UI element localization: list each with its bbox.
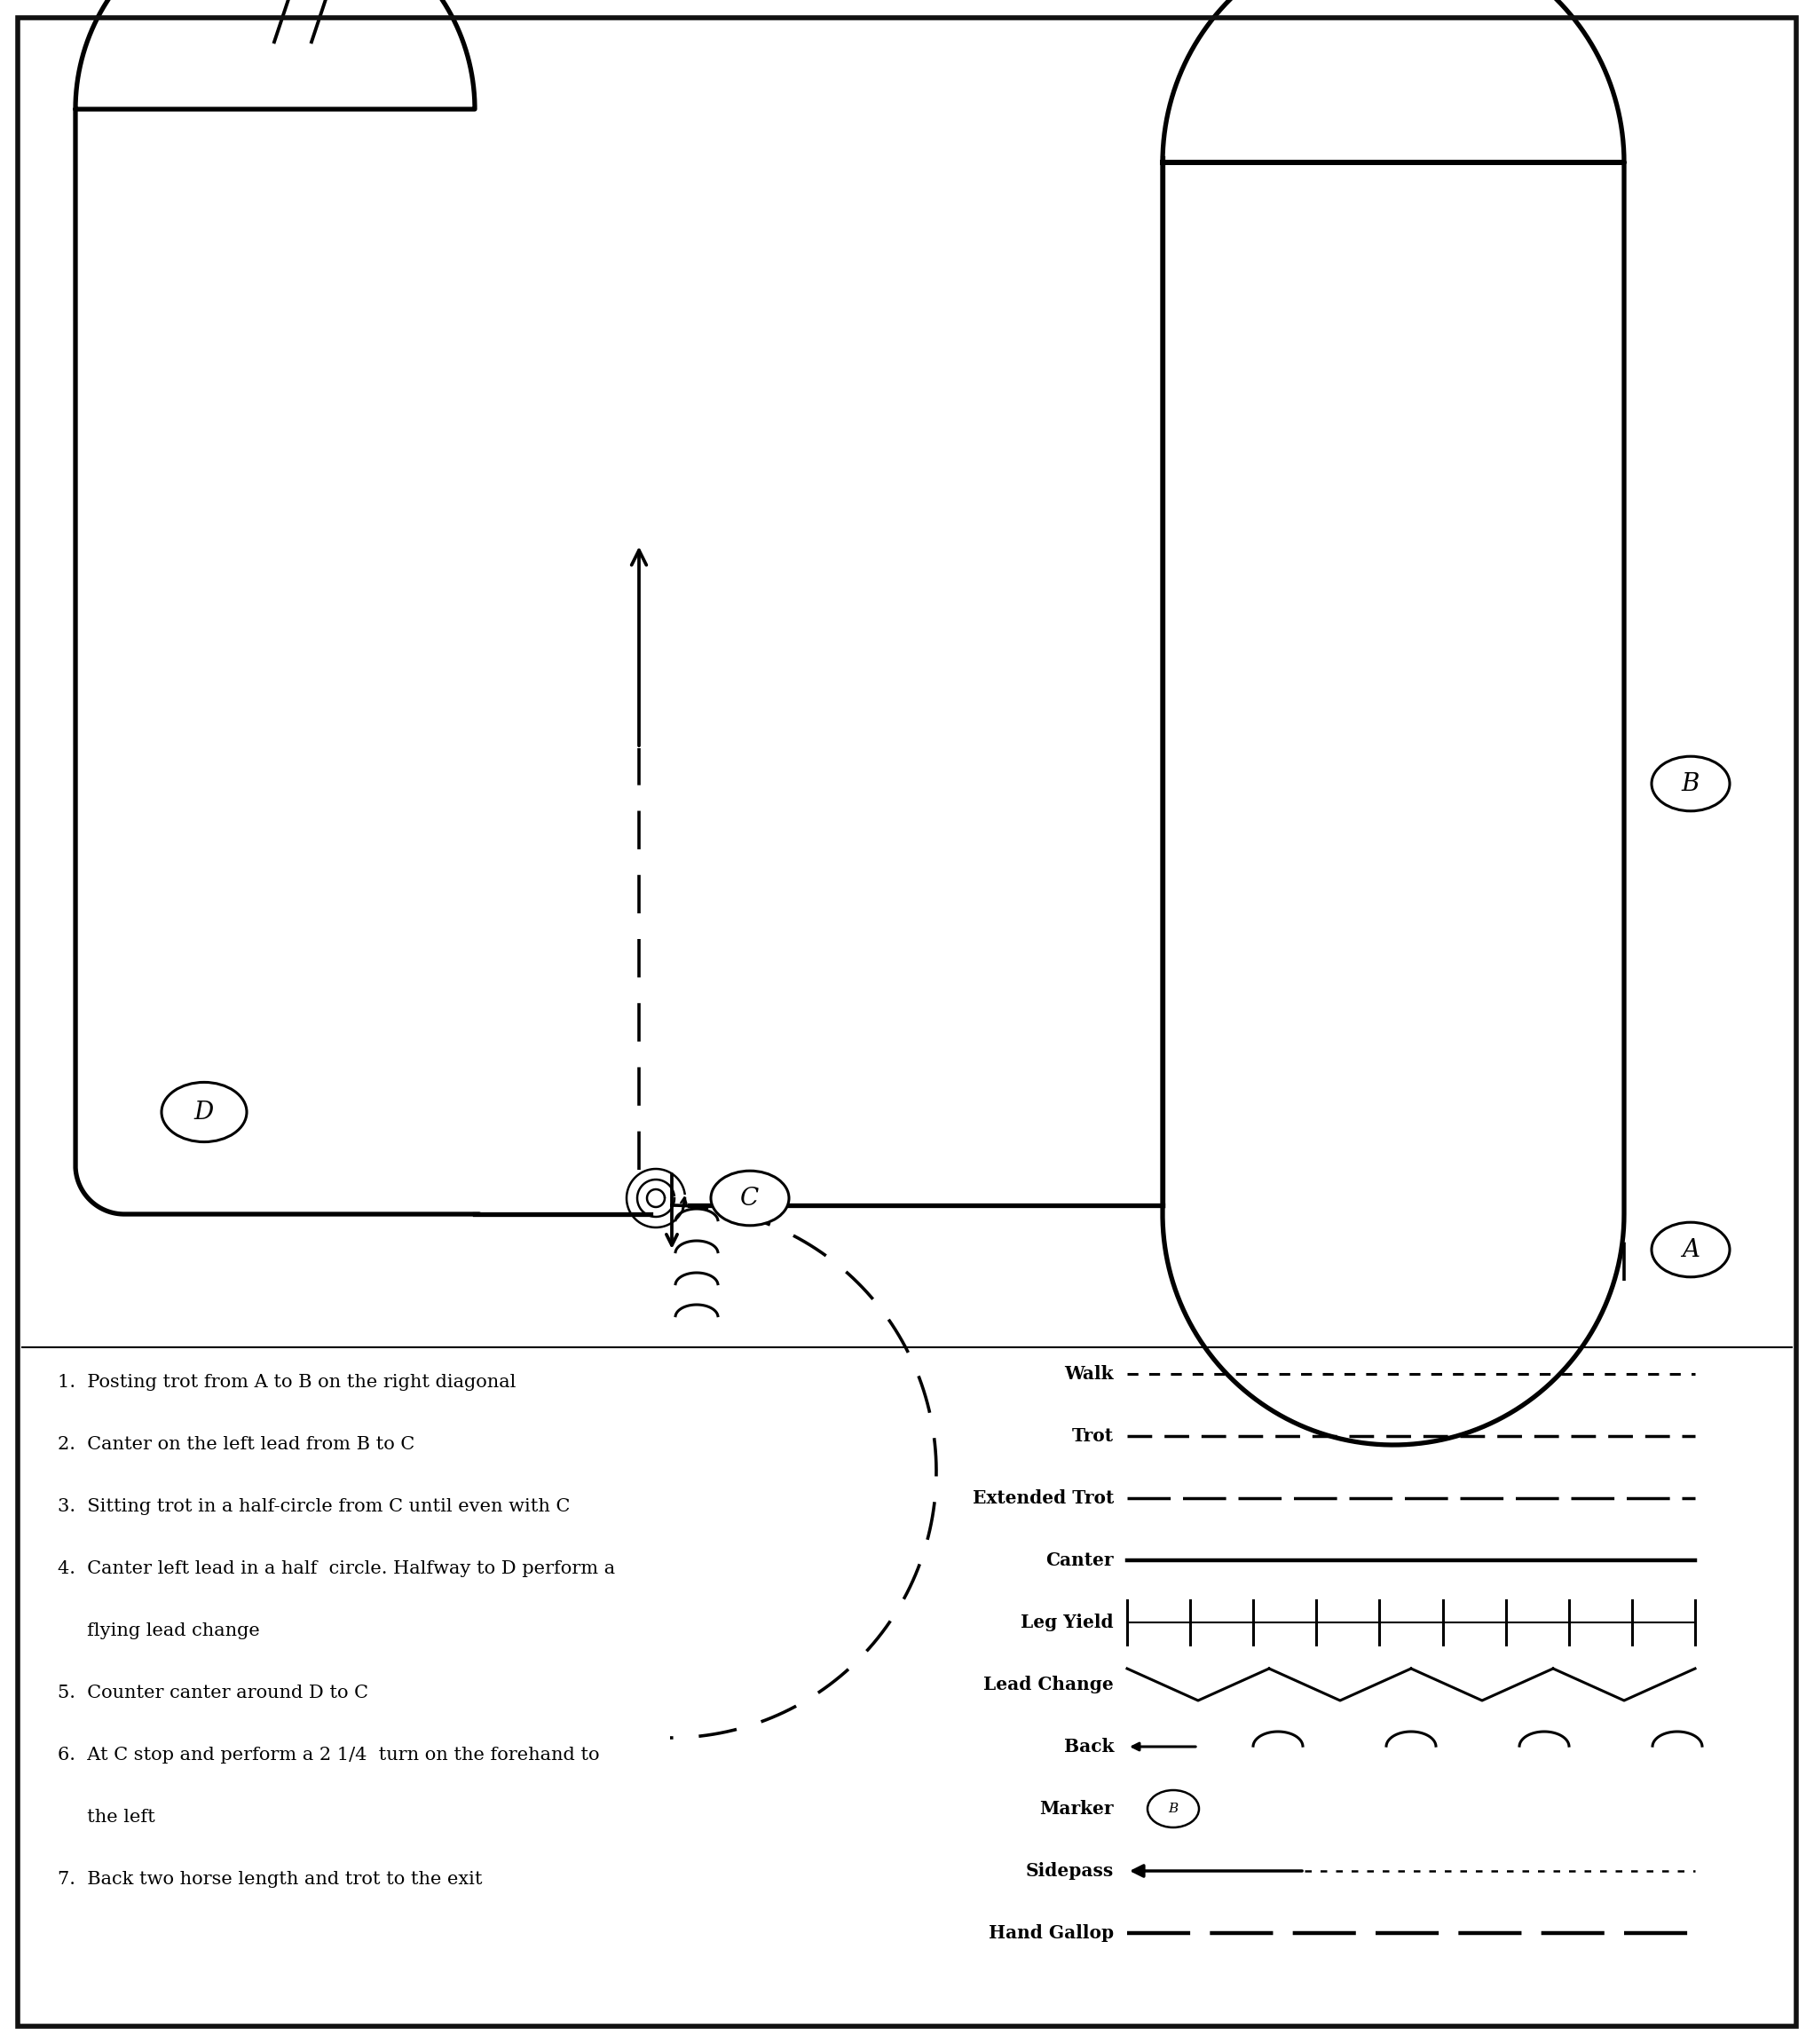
Text: B: B (1168, 1803, 1179, 1815)
Text: D: D (194, 1100, 214, 1124)
Text: Back: Back (1063, 1737, 1114, 1756)
Text: 5.  Counter canter around D to C: 5. Counter canter around D to C (58, 1684, 368, 1701)
Ellipse shape (711, 1171, 789, 1226)
Text: Marker: Marker (1039, 1801, 1114, 1817)
Text: B: B (1682, 773, 1700, 795)
Text: flying lead change: flying lead change (58, 1623, 259, 1639)
Text: Lead Change: Lead Change (983, 1676, 1114, 1692)
Text: 4.  Canter left lead in a half  circle. Halfway to D perform a: 4. Canter left lead in a half circle. Ha… (58, 1560, 615, 1578)
Ellipse shape (161, 1081, 247, 1143)
Text: 3.  Sitting trot in a half-circle from C until even with C: 3. Sitting trot in a half-circle from C … (58, 1498, 570, 1515)
Ellipse shape (1651, 756, 1731, 811)
Text: Canter: Canter (1047, 1551, 1114, 1570)
Text: Extended Trot: Extended Trot (972, 1490, 1114, 1506)
Text: Hand Gallop: Hand Gallop (989, 1923, 1114, 1942)
Text: the left: the left (58, 1809, 154, 1825)
Text: Sidepass: Sidepass (1025, 1862, 1114, 1880)
Ellipse shape (1148, 1791, 1199, 1827)
Text: 7.  Back two horse length and trot to the exit: 7. Back two horse length and trot to the… (58, 1870, 483, 1889)
Text: 1.  Posting trot from A to B on the right diagonal: 1. Posting trot from A to B on the right… (58, 1374, 515, 1390)
Ellipse shape (1651, 1222, 1731, 1278)
Text: Trot: Trot (1072, 1427, 1114, 1445)
Text: C: C (740, 1186, 760, 1210)
Text: Leg Yield: Leg Yield (1021, 1613, 1114, 1631)
Text: A: A (1682, 1239, 1700, 1261)
Text: Walk: Walk (1065, 1365, 1114, 1384)
Text: 6.  At C stop and perform a 2 1/4  turn on the forehand to: 6. At C stop and perform a 2 1/4 turn on… (58, 1748, 599, 1764)
Text: 2.  Canter on the left lead from B to C: 2. Canter on the left lead from B to C (58, 1437, 415, 1453)
